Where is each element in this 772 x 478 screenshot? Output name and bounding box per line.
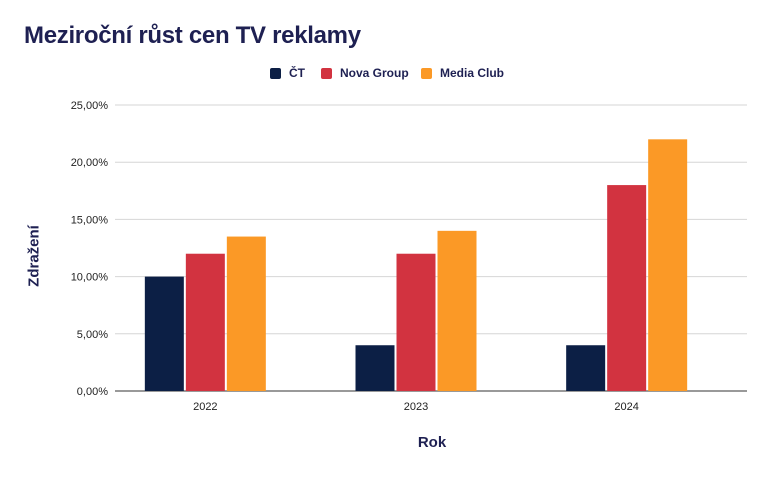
legend-item-media-club: Media Club [421, 66, 504, 80]
bar [437, 230, 477, 391]
bar [185, 253, 225, 391]
bar [648, 139, 688, 391]
legend: ČT Nova Group Media Club [0, 66, 772, 86]
x-tick-label: 2023 [404, 401, 428, 413]
x-axis-label: Rok [417, 434, 447, 451]
y-tick-label: 15,00% [71, 214, 109, 226]
bar [226, 236, 266, 391]
y-tick-label: 0,00% [77, 386, 108, 398]
bar [355, 345, 395, 391]
bar [607, 185, 647, 391]
x-tick-label: 2022 [193, 401, 217, 413]
bar [566, 345, 606, 391]
x-tick-label: 2024 [614, 401, 638, 413]
y-tick-label: 10,00% [71, 272, 109, 284]
legend-swatch-media-club [421, 67, 432, 79]
y-tick-label: 20,00% [71, 157, 109, 169]
y-tick-label: 5,00% [77, 329, 108, 341]
legend-swatch-nova-group [321, 67, 332, 79]
bar [396, 253, 436, 391]
legend-swatch-ct [270, 67, 281, 79]
legend-item-nova-group: Nova Group [321, 66, 409, 80]
chart-title: Meziroční růst cen TV reklamy [24, 22, 361, 49]
legend-label-media-club: Media Club [440, 66, 505, 80]
y-tick-label: 25,00% [71, 100, 109, 112]
legend-label-nova-group: Nova Group [340, 66, 409, 80]
legend-label-ct: ČT [289, 66, 305, 80]
bar [144, 276, 184, 391]
legend-item-ct: ČT [270, 66, 305, 80]
